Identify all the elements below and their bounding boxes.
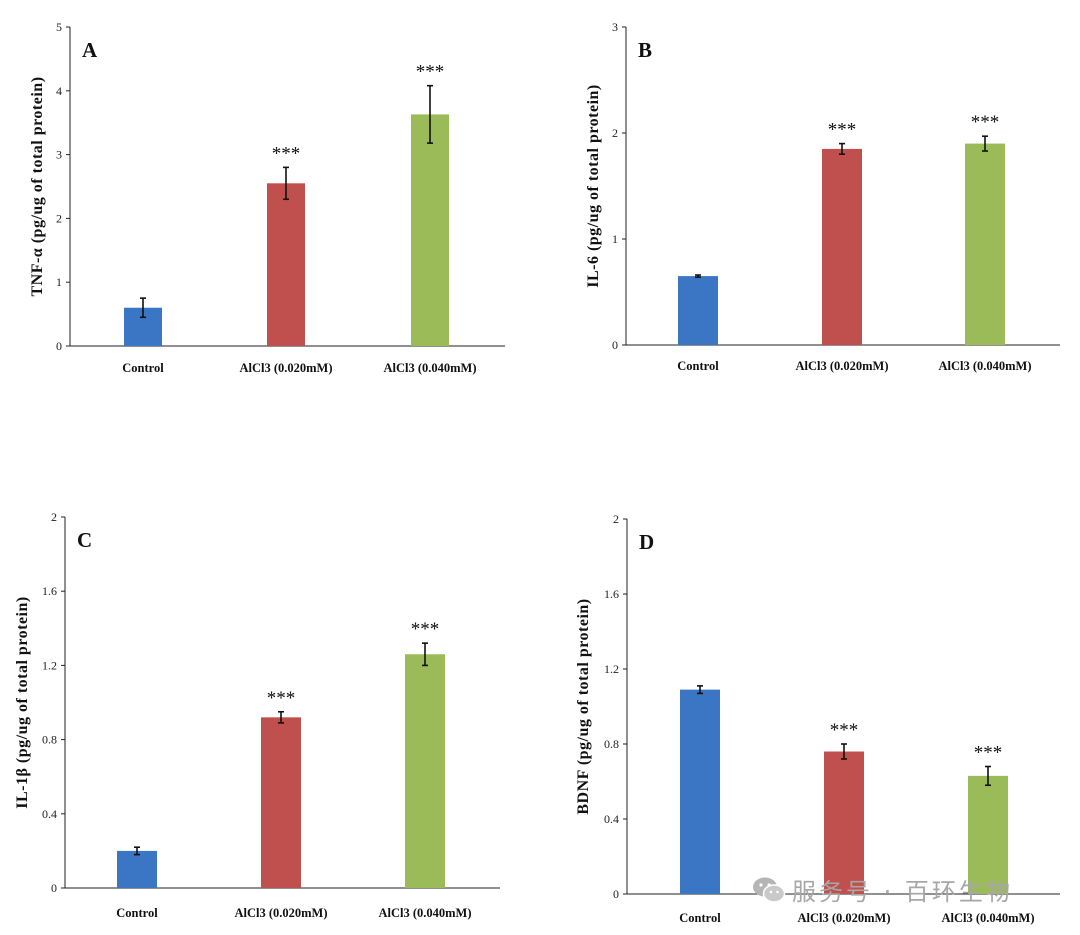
bar: [411, 114, 449, 346]
bar: [822, 148, 862, 345]
wechat-icon: [753, 877, 786, 903]
significance-marker: ***: [828, 120, 857, 141]
watermark-text: 服务号 · 百环生物: [792, 878, 1013, 906]
x-category-label: AlCl3 (0.040mM): [383, 361, 476, 375]
bar: [968, 775, 1008, 894]
x-category-label: AlCl3 (0.040mM): [938, 359, 1031, 373]
chart-panel-a: 0 1 2 3 4 5 TNF-α (pg/ug of total protein) A Con…: [29, 20, 505, 375]
panel-letter: C: [77, 528, 92, 552]
significance-marker: ***: [971, 112, 1000, 133]
bar: [678, 276, 718, 345]
y-tick-label: 2: [51, 510, 57, 524]
y-tick-label: 0.8: [604, 737, 619, 751]
y-tick-label: 2: [612, 126, 618, 140]
y-tick-label: 0: [612, 338, 618, 352]
x-category-label: Control: [122, 361, 164, 375]
significance-marker: ***: [272, 143, 301, 164]
bar: [680, 689, 720, 894]
y-tick-label: 1.2: [42, 658, 57, 672]
significance-marker: ***: [416, 62, 445, 83]
bar: [261, 717, 301, 888]
y-tick-label: 2: [613, 512, 619, 526]
chart-panel-d: 0 0.4 0.8 1.2 1.6 2 BDNF (pg/ug of total prote…: [575, 512, 1060, 925]
y-tick-label: 0: [613, 887, 619, 901]
y-tick-label: 3: [612, 20, 618, 34]
x-category-label: AlCl3 (0.020mM): [234, 906, 327, 920]
chart-panel-c: 0 0.4 0.8 1.2 1.6 2 IL-1β (pg/ug of total prot…: [14, 510, 500, 920]
panel-letter: B: [638, 38, 652, 62]
y-tick-label: 3: [56, 148, 62, 162]
y-axis-label: IL-1β (pg/ug of total protein): [14, 596, 31, 808]
y-tick-label: 0: [56, 339, 62, 353]
y-tick-label: 1.6: [604, 587, 619, 601]
panel-letter: D: [639, 530, 654, 554]
y-tick-label: 0: [51, 881, 57, 895]
bar: [267, 183, 305, 346]
significance-marker: ***: [411, 619, 440, 640]
y-tick-label: 1: [56, 275, 62, 289]
y-axis-label: BDNF (pg/ug of total protein): [575, 598, 592, 814]
significance-marker: ***: [267, 688, 296, 709]
x-category-label: Control: [679, 911, 721, 925]
chart-panel-b: 0 1 2 3 IL-6 (pg/ug of total protein) B Contro…: [585, 20, 1060, 373]
y-tick-label: 2: [56, 211, 62, 225]
x-category-label: AlCl3 (0.020mM): [795, 359, 888, 373]
y-tick-label: 5: [56, 20, 62, 34]
watermark: 服务号 · 百环生物: [752, 872, 1013, 907]
bar: [405, 654, 445, 888]
y-tick-label: 1.6: [42, 584, 57, 598]
bar: [824, 751, 864, 894]
bar: [965, 143, 1005, 345]
significance-marker: ***: [830, 720, 859, 741]
x-category-label: Control: [677, 359, 719, 373]
x-category-label: AlCl3 (0.020mM): [239, 361, 332, 375]
bar: [117, 850, 157, 888]
significance-marker: ***: [974, 743, 1003, 764]
y-axis-label: IL-6 (pg/ug of total protein): [585, 84, 602, 288]
x-category-label: AlCl3 (0.020mM): [797, 911, 890, 925]
y-tick-label: 4: [56, 84, 62, 98]
panel-letter: A: [82, 38, 98, 62]
x-category-label: Control: [116, 906, 158, 920]
y-tick-label: 0.4: [604, 812, 619, 826]
y-tick-label: 0.8: [42, 733, 57, 747]
y-tick-label: 1.2: [604, 662, 619, 676]
x-category-label: AlCl3 (0.040mM): [941, 911, 1034, 925]
x-category-label: AlCl3 (0.040mM): [378, 906, 471, 920]
y-tick-label: 0.4: [42, 807, 57, 821]
y-axis-label: TNF-α (pg/ug of total protein): [29, 76, 46, 296]
y-tick-label: 1: [612, 232, 618, 246]
